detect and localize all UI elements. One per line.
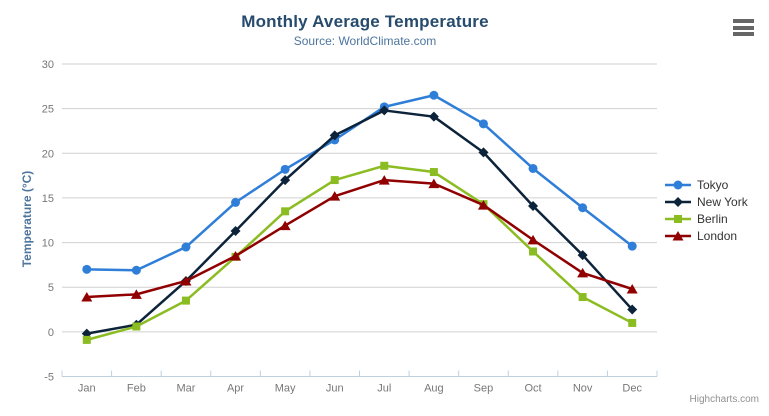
series-point-london[interactable]	[527, 234, 539, 245]
y-tick-label: 25	[42, 104, 54, 116]
x-category-label: Apr	[227, 383, 244, 395]
series-point-berlin[interactable]	[529, 247, 538, 256]
legend-label-london: London	[697, 228, 738, 243]
series-point-london[interactable]	[279, 220, 291, 231]
x-category-label: May	[275, 383, 296, 395]
x-category-label: Jan	[78, 383, 96, 395]
y-tick-label: 20	[42, 148, 54, 160]
series-point-tokyo[interactable]	[429, 90, 439, 100]
circle-legend-icon	[665, 180, 691, 189]
legend-item-london[interactable]: London	[664, 227, 748, 244]
legend-marker-tokyo	[673, 180, 683, 189]
series-new-york	[81, 105, 638, 339]
legend: Tokyo New York Berlin London	[664, 176, 748, 244]
square-legend-icon	[665, 214, 691, 223]
series-point-berlin[interactable]	[132, 322, 141, 331]
series-point-london[interactable]	[230, 250, 242, 261]
series-point-berlin[interactable]	[82, 335, 91, 344]
x-category-label: Sep	[474, 383, 494, 395]
legend-item-tokyo[interactable]: Tokyo	[664, 176, 748, 193]
y-tick-label: -5	[44, 372, 54, 384]
series-point-tokyo[interactable]	[578, 203, 588, 213]
series-point-new-york[interactable]	[428, 111, 439, 122]
triangle-legend-icon	[665, 230, 691, 240]
y-tick-label: 30	[42, 59, 54, 71]
y-tick-labels: 30 25 20 15 10 5 0 -5	[42, 59, 54, 384]
series-point-new-york[interactable]	[379, 105, 390, 116]
x-category-label: Aug	[424, 383, 444, 395]
x-category-label: Jun	[326, 383, 344, 395]
series-point-tokyo[interactable]	[478, 119, 488, 129]
series-line-new-york	[85, 109, 634, 335]
series-point-tokyo[interactable]	[280, 164, 290, 174]
series-point-london[interactable]	[81, 292, 93, 302]
legend-item-berlin[interactable]: Berlin	[664, 210, 748, 227]
legend-marker-new-york	[673, 196, 683, 207]
legend-label-berlin: Berlin	[697, 211, 728, 226]
legend-label-tokyo: Tokyo	[697, 177, 729, 192]
series-point-tokyo[interactable]	[627, 241, 637, 251]
series-point-london[interactable]	[428, 178, 440, 189]
x-category-label: Mar	[176, 383, 195, 395]
diamond-legend-icon	[665, 196, 691, 207]
x-category-label: Jul	[377, 383, 391, 395]
series-line-berlin	[85, 164, 634, 342]
legend-item-new-york[interactable]: New York	[664, 193, 748, 210]
x-category-label: Dec	[622, 383, 642, 395]
chart-subtitle: Source: WorldClimate.com	[293, 34, 437, 48]
y-tick-label: 10	[42, 238, 54, 250]
y-gridlines	[62, 63, 657, 333]
series-point-berlin[interactable]	[281, 207, 290, 216]
legend-marker-berlin	[674, 214, 682, 223]
series-point-london[interactable]	[378, 175, 390, 185]
legend-marker-london	[672, 230, 684, 240]
x-axis	[61, 370, 658, 377]
series-point-london[interactable]	[626, 284, 638, 294]
series-point-tokyo[interactable]	[528, 163, 538, 173]
hamburger-icon	[733, 19, 754, 23]
series-point-new-york[interactable]	[627, 304, 638, 315]
series-point-berlin[interactable]	[628, 318, 637, 327]
x-category-label: Feb	[127, 383, 146, 395]
y-tick-label: 5	[48, 282, 54, 294]
legend-label-new-york: New York	[697, 194, 748, 209]
x-category-label: Oct	[524, 383, 541, 395]
series-point-new-york[interactable]	[329, 130, 340, 141]
series-point-tokyo[interactable]	[82, 264, 92, 274]
series-point-tokyo[interactable]	[181, 242, 191, 252]
series-point-new-york[interactable]	[280, 175, 291, 186]
series-point-tokyo[interactable]	[231, 197, 241, 207]
series-point-new-york[interactable]	[230, 225, 241, 236]
series-line-london	[85, 178, 634, 299]
series-point-new-york[interactable]	[478, 147, 489, 158]
series-point-london[interactable]	[130, 289, 142, 299]
y-axis-title: Temperature (°C)	[20, 170, 34, 268]
series-london	[81, 175, 638, 302]
highcharts-credit-link[interactable]: Highcharts.com	[689, 394, 759, 405]
series-point-berlin[interactable]	[380, 161, 389, 170]
series-point-new-york[interactable]	[528, 200, 539, 211]
series-point-new-york[interactable]	[577, 250, 588, 261]
chart-title: Monthly Average Temperature	[241, 12, 489, 31]
series-point-berlin[interactable]	[578, 293, 587, 302]
series-point-london[interactable]	[180, 275, 192, 286]
series-line-tokyo	[85, 94, 634, 272]
series-point-berlin[interactable]	[330, 176, 339, 185]
series-tokyo	[82, 90, 637, 275]
series-point-london[interactable]	[477, 200, 489, 210]
series-point-london[interactable]	[329, 191, 341, 201]
series-point-tokyo[interactable]	[131, 265, 141, 275]
y-tick-label: 0	[48, 327, 54, 339]
x-category-labels: Jan Feb Mar Apr May Jun Jul Aug Sep Oct Nov Dec	[78, 383, 643, 395]
x-category-label: Nov	[573, 383, 593, 395]
series-point-berlin[interactable]	[181, 296, 190, 305]
export-menu-button[interactable]	[733, 19, 754, 36]
series-point-london[interactable]	[577, 267, 589, 278]
y-tick-label: 15	[42, 193, 54, 205]
series-point-berlin[interactable]	[429, 168, 438, 177]
